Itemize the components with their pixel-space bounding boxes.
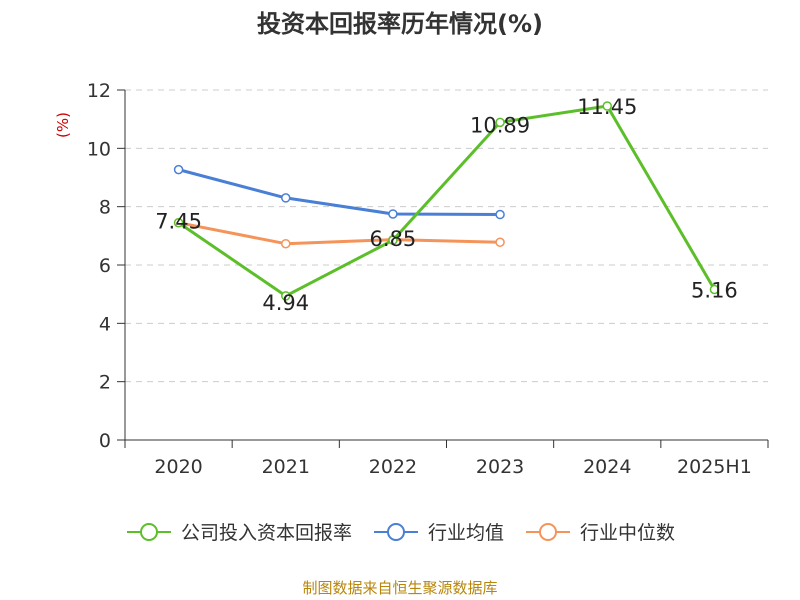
- legend: 公司投入资本回报率 行业均值 行业中位数: [0, 518, 800, 545]
- data-point: [388, 235, 398, 245]
- data-point: [281, 193, 291, 203]
- series-line: [178, 221, 501, 246]
- series-layer: [173, 101, 720, 301]
- y-tick-label: 4: [99, 313, 111, 335]
- label-layer: 7.45 4.94 6.85 10.89 11.45 5.16: [155, 95, 738, 315]
- x-tick-label: 2024: [583, 456, 631, 478]
- data-point: [495, 209, 505, 220]
- legend-label: 行业均值: [427, 522, 504, 544]
- data-point: [281, 291, 291, 301]
- legend-item-industry-median[interactable]: 行业中位数: [524, 518, 675, 545]
- data-label: 7.45: [155, 210, 202, 234]
- source-footer: 制图数据来自恒生聚源数据库: [302, 579, 498, 597]
- grid-layer: [125, 89, 768, 383]
- circle-line-icon: [125, 522, 173, 542]
- data-point: [495, 237, 505, 247]
- x-tick-label: 2022: [369, 456, 417, 478]
- circle-line-icon: [372, 522, 420, 542]
- y-tick-label: 12: [87, 80, 111, 102]
- x-tick-label: 2021: [262, 456, 310, 478]
- data-point: [173, 164, 184, 175]
- data-label: 11.45: [577, 95, 637, 119]
- y-axis-label: (%): [54, 112, 72, 138]
- data-label: 6.85: [370, 227, 417, 251]
- data-point: [173, 217, 184, 228]
- legend-item-industry-mean[interactable]: 行业均值: [372, 518, 504, 545]
- data-point: [281, 238, 291, 249]
- chart-title: 投资本回报率历年情况(%): [257, 10, 543, 38]
- data-point: [602, 101, 612, 111]
- legend-label: 公司投入资本回报率: [180, 522, 352, 544]
- x-tick-label: 2025H1: [677, 456, 752, 478]
- data-point: [388, 209, 398, 219]
- axis-layer: 0 2 4 6 8 10 12 (%) 2020 2021 2022 2023 2024 2025H1: [54, 80, 769, 478]
- data-label: 5.16: [691, 279, 738, 303]
- data-label: 4.94: [262, 291, 309, 315]
- y-tick-label: 0: [99, 430, 111, 452]
- series-line: [177, 104, 716, 298]
- y-tick-label: 8: [99, 197, 111, 219]
- data-point: [709, 284, 720, 295]
- data-point: [495, 117, 505, 128]
- x-tick-label: 2023: [476, 456, 524, 478]
- circle-line-icon: [524, 522, 572, 542]
- y-tick-label: 2: [99, 372, 111, 394]
- series-line: [178, 168, 501, 217]
- y-tick-label: 10: [87, 138, 111, 160]
- data-label: 10.89: [470, 113, 530, 137]
- legend-item-company[interactable]: 公司投入资本回报率: [125, 518, 352, 545]
- x-tick-label: 2020: [154, 456, 202, 478]
- y-tick-label: 6: [99, 255, 111, 277]
- legend-label: 行业中位数: [580, 522, 676, 544]
